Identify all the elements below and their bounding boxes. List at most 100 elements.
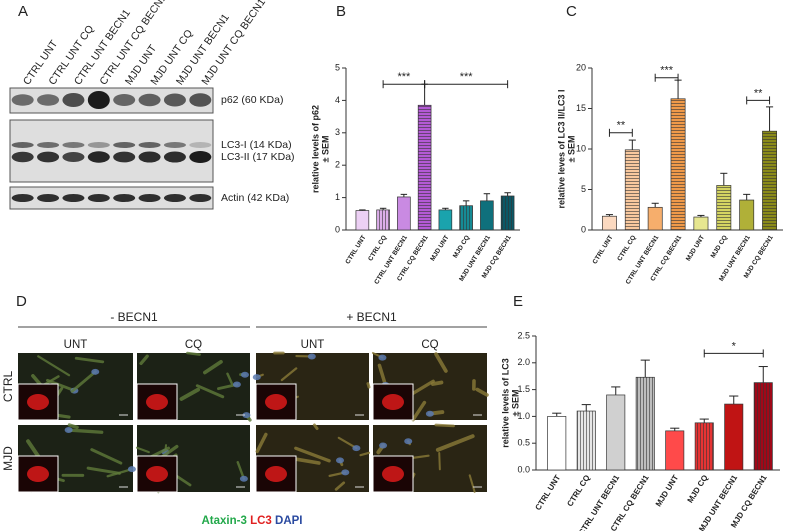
bar-hatch (754, 382, 773, 470)
band-label: LC3-I (14 KDa) (221, 139, 292, 151)
y-tick-label: 4 (335, 95, 340, 105)
cell-process (67, 423, 79, 430)
cell-process (66, 428, 104, 434)
cell-process (135, 446, 150, 454)
blot-band (37, 94, 60, 106)
x-tick-label: CTRL CQ (565, 473, 591, 508)
inset-cell (265, 394, 287, 410)
row-label: MJD (1, 446, 15, 471)
blot-band (189, 93, 212, 107)
y-tick-label: 2.5 (517, 330, 530, 340)
blot-membrane (9, 186, 214, 210)
blot-band (138, 142, 161, 148)
bar (480, 200, 494, 231)
x-tick-label: MJD CQ (686, 473, 710, 504)
blot-band (113, 94, 136, 106)
y-tick-label: 0 (335, 224, 340, 234)
x-tick-label: CTRL UNT (344, 234, 367, 265)
cell-process (280, 367, 298, 382)
y-tick-label: 1.5 (517, 384, 530, 394)
blot-band (113, 151, 136, 163)
blot-band (113, 142, 136, 148)
y-tick-label: 10 (576, 143, 586, 153)
blot-band (189, 194, 212, 202)
blot-band (163, 142, 186, 148)
blot-band (11, 151, 34, 163)
x-tick-label: CTRL UNT (591, 234, 614, 265)
y-tick-label: 20 (576, 62, 586, 72)
inset (255, 455, 297, 493)
cell-process (434, 423, 455, 428)
row-label: CTRL (1, 371, 15, 403)
x-tick-label: CTRL UNT (533, 473, 562, 512)
y-axis-label: ± SEM (566, 136, 576, 163)
cell-process (475, 387, 489, 397)
y-tick-label: 15 (576, 103, 586, 113)
cell-process (468, 474, 476, 493)
significance-label: *** (660, 65, 674, 77)
blot-band (138, 93, 161, 107)
group-label: + BECN1 (346, 310, 397, 324)
blot-band (113, 194, 136, 202)
column-label: UNT (64, 339, 88, 351)
bar (693, 216, 709, 231)
column-label: UNT (301, 339, 325, 351)
panel-label: C (566, 3, 577, 20)
cell-process (377, 363, 388, 387)
blot-band (189, 151, 212, 163)
blot-band (163, 93, 186, 107)
band-label: p62 (60 KDa) (221, 94, 283, 106)
significance-label: * (732, 340, 737, 352)
cell-process (312, 423, 319, 431)
blot-band (138, 194, 161, 202)
cell-process (203, 359, 223, 375)
y-tick-label: 3 (335, 127, 340, 137)
y-tick-label: 5 (335, 62, 340, 72)
cell-process (435, 434, 475, 452)
column-label: CQ (185, 339, 202, 351)
cell-process (226, 372, 233, 385)
blot-band (87, 194, 110, 202)
blot-band (37, 194, 60, 202)
cell-process (46, 378, 76, 393)
x-tick-label: MJD UNT (685, 234, 706, 262)
inset-cell (265, 466, 287, 482)
panel-label: B (336, 3, 346, 20)
stain-legend-entry: Ataxin-3 (202, 515, 247, 527)
significance-label: ** (617, 120, 626, 132)
nucleus (232, 381, 241, 388)
nucleus (352, 445, 361, 452)
x-tick-label: MJD CQ (710, 234, 729, 259)
nucleus (379, 442, 388, 449)
blot-band (62, 194, 85, 202)
bar-hatch (501, 195, 515, 230)
nucleus (242, 412, 251, 419)
significance-label: *** (460, 71, 474, 83)
bar (547, 416, 567, 471)
cell-process (139, 354, 149, 366)
cell-process (290, 456, 321, 465)
x-tick-label: CTRL CQ (367, 234, 388, 262)
panel-label: E (513, 293, 523, 310)
nucleus (240, 371, 249, 378)
significance-label: ** (754, 87, 763, 99)
bar (606, 394, 626, 471)
blot-membrane (9, 119, 214, 183)
y-tick-label: 0.5 (517, 438, 530, 448)
bar (438, 209, 453, 231)
y-tick-label: 0 (581, 224, 586, 234)
blot-band (87, 151, 110, 163)
nucleus (404, 438, 413, 445)
bar-hatch (376, 209, 390, 230)
panel-label: A (18, 3, 28, 20)
cell-process (179, 387, 201, 401)
bar-hatch (762, 131, 777, 230)
nucleus (127, 466, 136, 473)
bar (665, 430, 685, 471)
blot-band (87, 91, 110, 109)
blot-band (37, 151, 60, 163)
bar (724, 403, 744, 471)
nucleus (335, 457, 344, 464)
cell-process (366, 382, 371, 389)
